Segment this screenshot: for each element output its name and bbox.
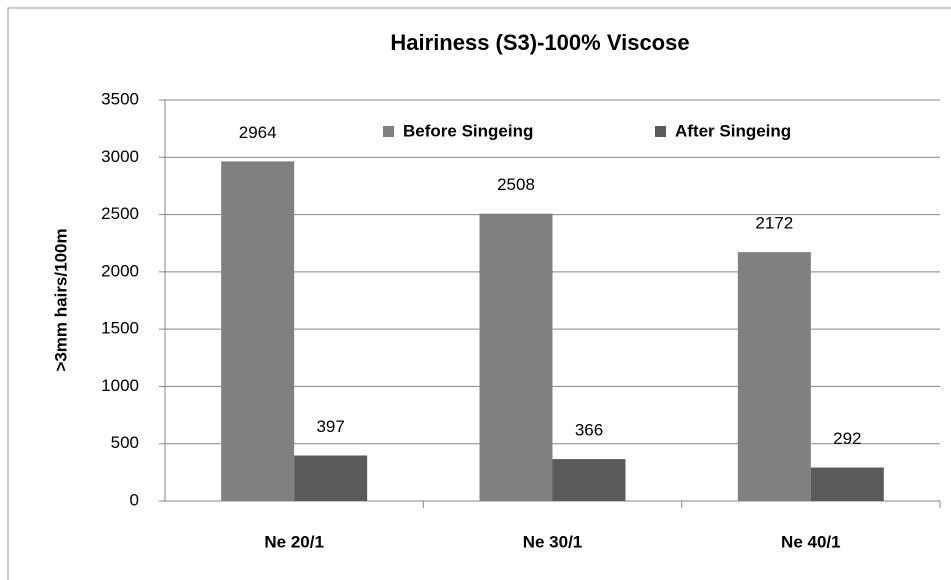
data-label: 366: [575, 421, 603, 440]
bar: [810, 467, 884, 501]
y-tick-label: 500: [111, 433, 139, 452]
data-label: 2508: [497, 175, 535, 194]
data-label: 2964: [239, 123, 277, 142]
y-tick-label: 3000: [101, 147, 139, 166]
x-tick-label: Ne 30/1: [523, 532, 583, 551]
bar: [552, 459, 626, 501]
y-axis-label: >3mm hairs/100m: [51, 228, 70, 371]
x-tick-label: Ne 40/1: [781, 532, 841, 551]
chart-title: Hairiness (S3)-100% Viscose: [390, 30, 689, 55]
legend-swatch: [655, 126, 666, 137]
data-label: 397: [316, 417, 344, 436]
legend-swatch: [383, 126, 394, 137]
bar: [479, 213, 553, 502]
data-label: 292: [833, 429, 861, 448]
y-tick-label: 1500: [101, 319, 139, 338]
y-tick-label: 2000: [101, 261, 139, 280]
bar: [737, 252, 811, 501]
y-tick-label: 2500: [101, 204, 139, 223]
y-tick-label: 1000: [101, 376, 139, 395]
bar: [221, 161, 295, 501]
y-tick-label: 3500: [101, 89, 139, 108]
y-tick-label: 0: [130, 490, 139, 509]
legend-label: Before Singeing: [403, 121, 533, 140]
data-label: 2172: [755, 214, 793, 233]
legend-label: After Singeing: [675, 121, 791, 140]
bar: [294, 455, 368, 501]
x-tick-label: Ne 20/1: [264, 532, 324, 551]
